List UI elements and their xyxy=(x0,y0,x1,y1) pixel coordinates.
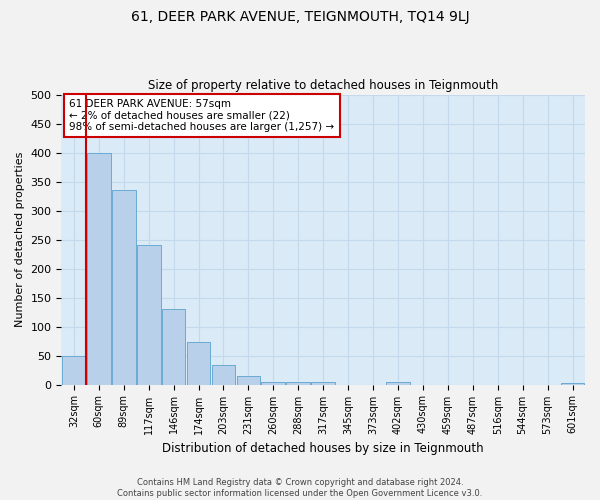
Bar xyxy=(262,382,285,384)
Bar xyxy=(87,152,110,384)
Bar xyxy=(236,376,260,384)
Text: Contains HM Land Registry data © Crown copyright and database right 2024.
Contai: Contains HM Land Registry data © Crown c… xyxy=(118,478,482,498)
Bar xyxy=(212,366,235,384)
Bar xyxy=(112,190,136,384)
Bar xyxy=(62,356,86,384)
Bar xyxy=(137,246,161,384)
X-axis label: Distribution of detached houses by size in Teignmouth: Distribution of detached houses by size … xyxy=(163,442,484,455)
Y-axis label: Number of detached properties: Number of detached properties xyxy=(15,152,25,327)
Title: Size of property relative to detached houses in Teignmouth: Size of property relative to detached ho… xyxy=(148,79,499,92)
Bar xyxy=(286,382,310,384)
Bar xyxy=(386,382,410,384)
Bar xyxy=(311,382,335,384)
Bar xyxy=(187,342,211,384)
Text: 61, DEER PARK AVENUE, TEIGNMOUTH, TQ14 9LJ: 61, DEER PARK AVENUE, TEIGNMOUTH, TQ14 9… xyxy=(131,10,469,24)
Bar xyxy=(162,309,185,384)
Text: 61 DEER PARK AVENUE: 57sqm
← 2% of detached houses are smaller (22)
98% of semi-: 61 DEER PARK AVENUE: 57sqm ← 2% of detac… xyxy=(69,99,334,132)
